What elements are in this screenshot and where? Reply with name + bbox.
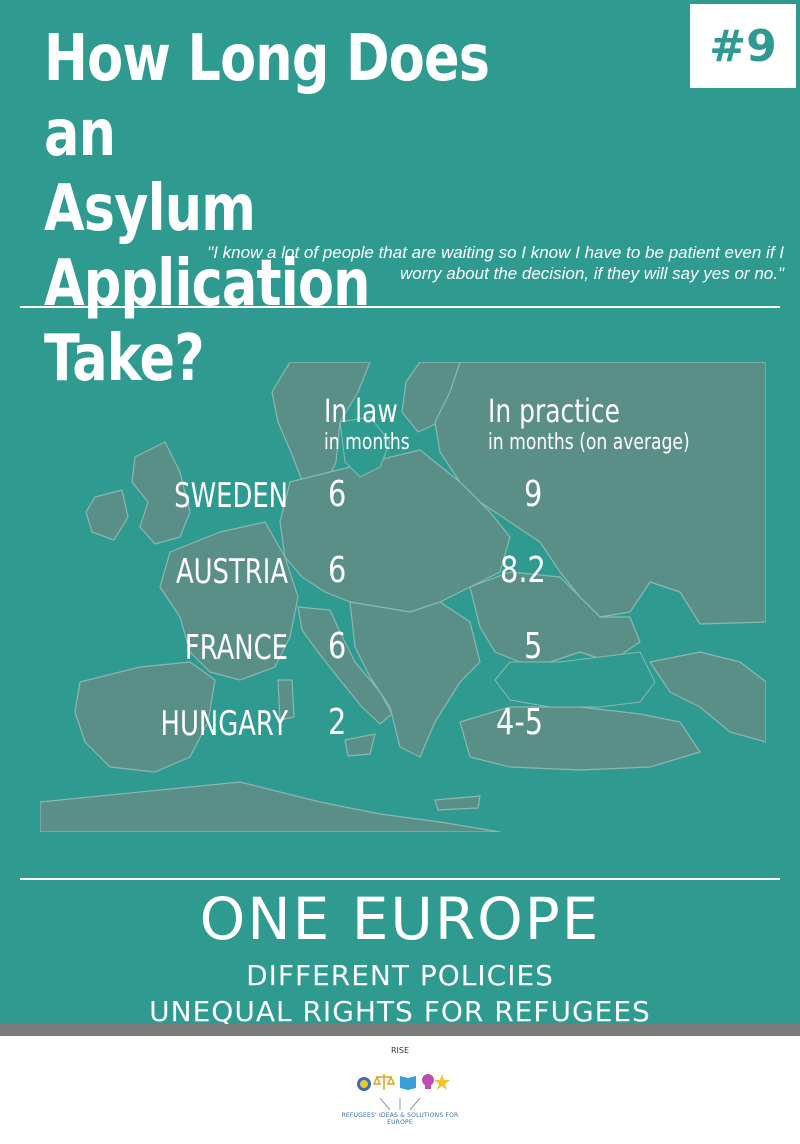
rise-logo-tagline: REFUGEES' IDEAS & SOLUTIONS FOR EUROPE (341, 1112, 459, 1126)
divider-top (20, 306, 780, 308)
star-icon (434, 1074, 450, 1090)
austria-practice-value: 8.2 (500, 550, 546, 591)
divider-bottom (20, 878, 780, 880)
map-ireland (85, 489, 129, 541)
lightbulb-icon (422, 1074, 434, 1089)
book-icon (400, 1076, 416, 1090)
hungary-practice-value: 4-5 (496, 702, 544, 743)
austria-law-value: 6 (328, 550, 347, 591)
campaign-headline: ONE EUROPE (199, 885, 601, 953)
rise-logo-graphic (357, 1074, 450, 1110)
footer-grey-bar (0, 1024, 800, 1036)
country-hungary: HUNGARY (160, 704, 288, 744)
map-east (434, 362, 766, 625)
campaign-subline-1: DIFFERENT POLICIES (246, 959, 554, 992)
france-law-value: 6 (328, 626, 347, 667)
map-north-africa (40, 781, 501, 832)
country-austria: AUSTRIA (175, 552, 288, 592)
france-practice-value: 5 (524, 626, 543, 667)
title-line-2: Asylum Application (44, 172, 371, 321)
map-uk (131, 441, 191, 545)
law-column-heading: In law (324, 392, 398, 430)
poster: How Long Does an Asylum Application Take… (0, 0, 800, 1030)
map-sicily (344, 733, 376, 757)
map-black-sea (494, 651, 656, 708)
sweden-law-value: 6 (328, 474, 347, 515)
title-line-3: Take? (44, 322, 205, 396)
map-central (279, 449, 511, 613)
practice-column-heading: In practice (488, 392, 621, 430)
scales-icon (372, 1074, 396, 1090)
map-caucasus (649, 651, 766, 743)
map-crete (434, 795, 481, 811)
law-column-unit: in months (324, 430, 410, 455)
map-sardinia (277, 679, 295, 721)
country-france: FRANCE (184, 628, 288, 668)
page-title: How Long Does an Asylum Application Take… (44, 22, 552, 397)
hungary-law-value: 2 (328, 702, 347, 743)
title-line-1: How Long Does an (44, 22, 490, 171)
rise-logo: RISE REFUGEES' IDEAS & SOLUTIONS FOR EUR… (330, 1046, 470, 1136)
issue-number-badge: #9 (690, 4, 796, 88)
rise-logo-name: RISE (390, 1046, 410, 1055)
map-iberia (74, 661, 216, 773)
europe-map (40, 362, 766, 832)
map-balkans (349, 601, 481, 758)
refugee-quote: "I know a lot of people that are waiting… (207, 243, 784, 283)
map-italy (297, 606, 393, 725)
country-sweden: SWEDEN (174, 476, 288, 516)
eu-stars-icon (357, 1077, 371, 1091)
sweden-practice-value: 9 (524, 474, 543, 515)
practice-column-unit: in months (on average) (488, 430, 690, 455)
map-baltic-sea (339, 416, 391, 478)
campaign-subline-2: UNEQUAL RIGHTS FOR REFUGEES (149, 995, 651, 1028)
map-france (159, 521, 299, 681)
